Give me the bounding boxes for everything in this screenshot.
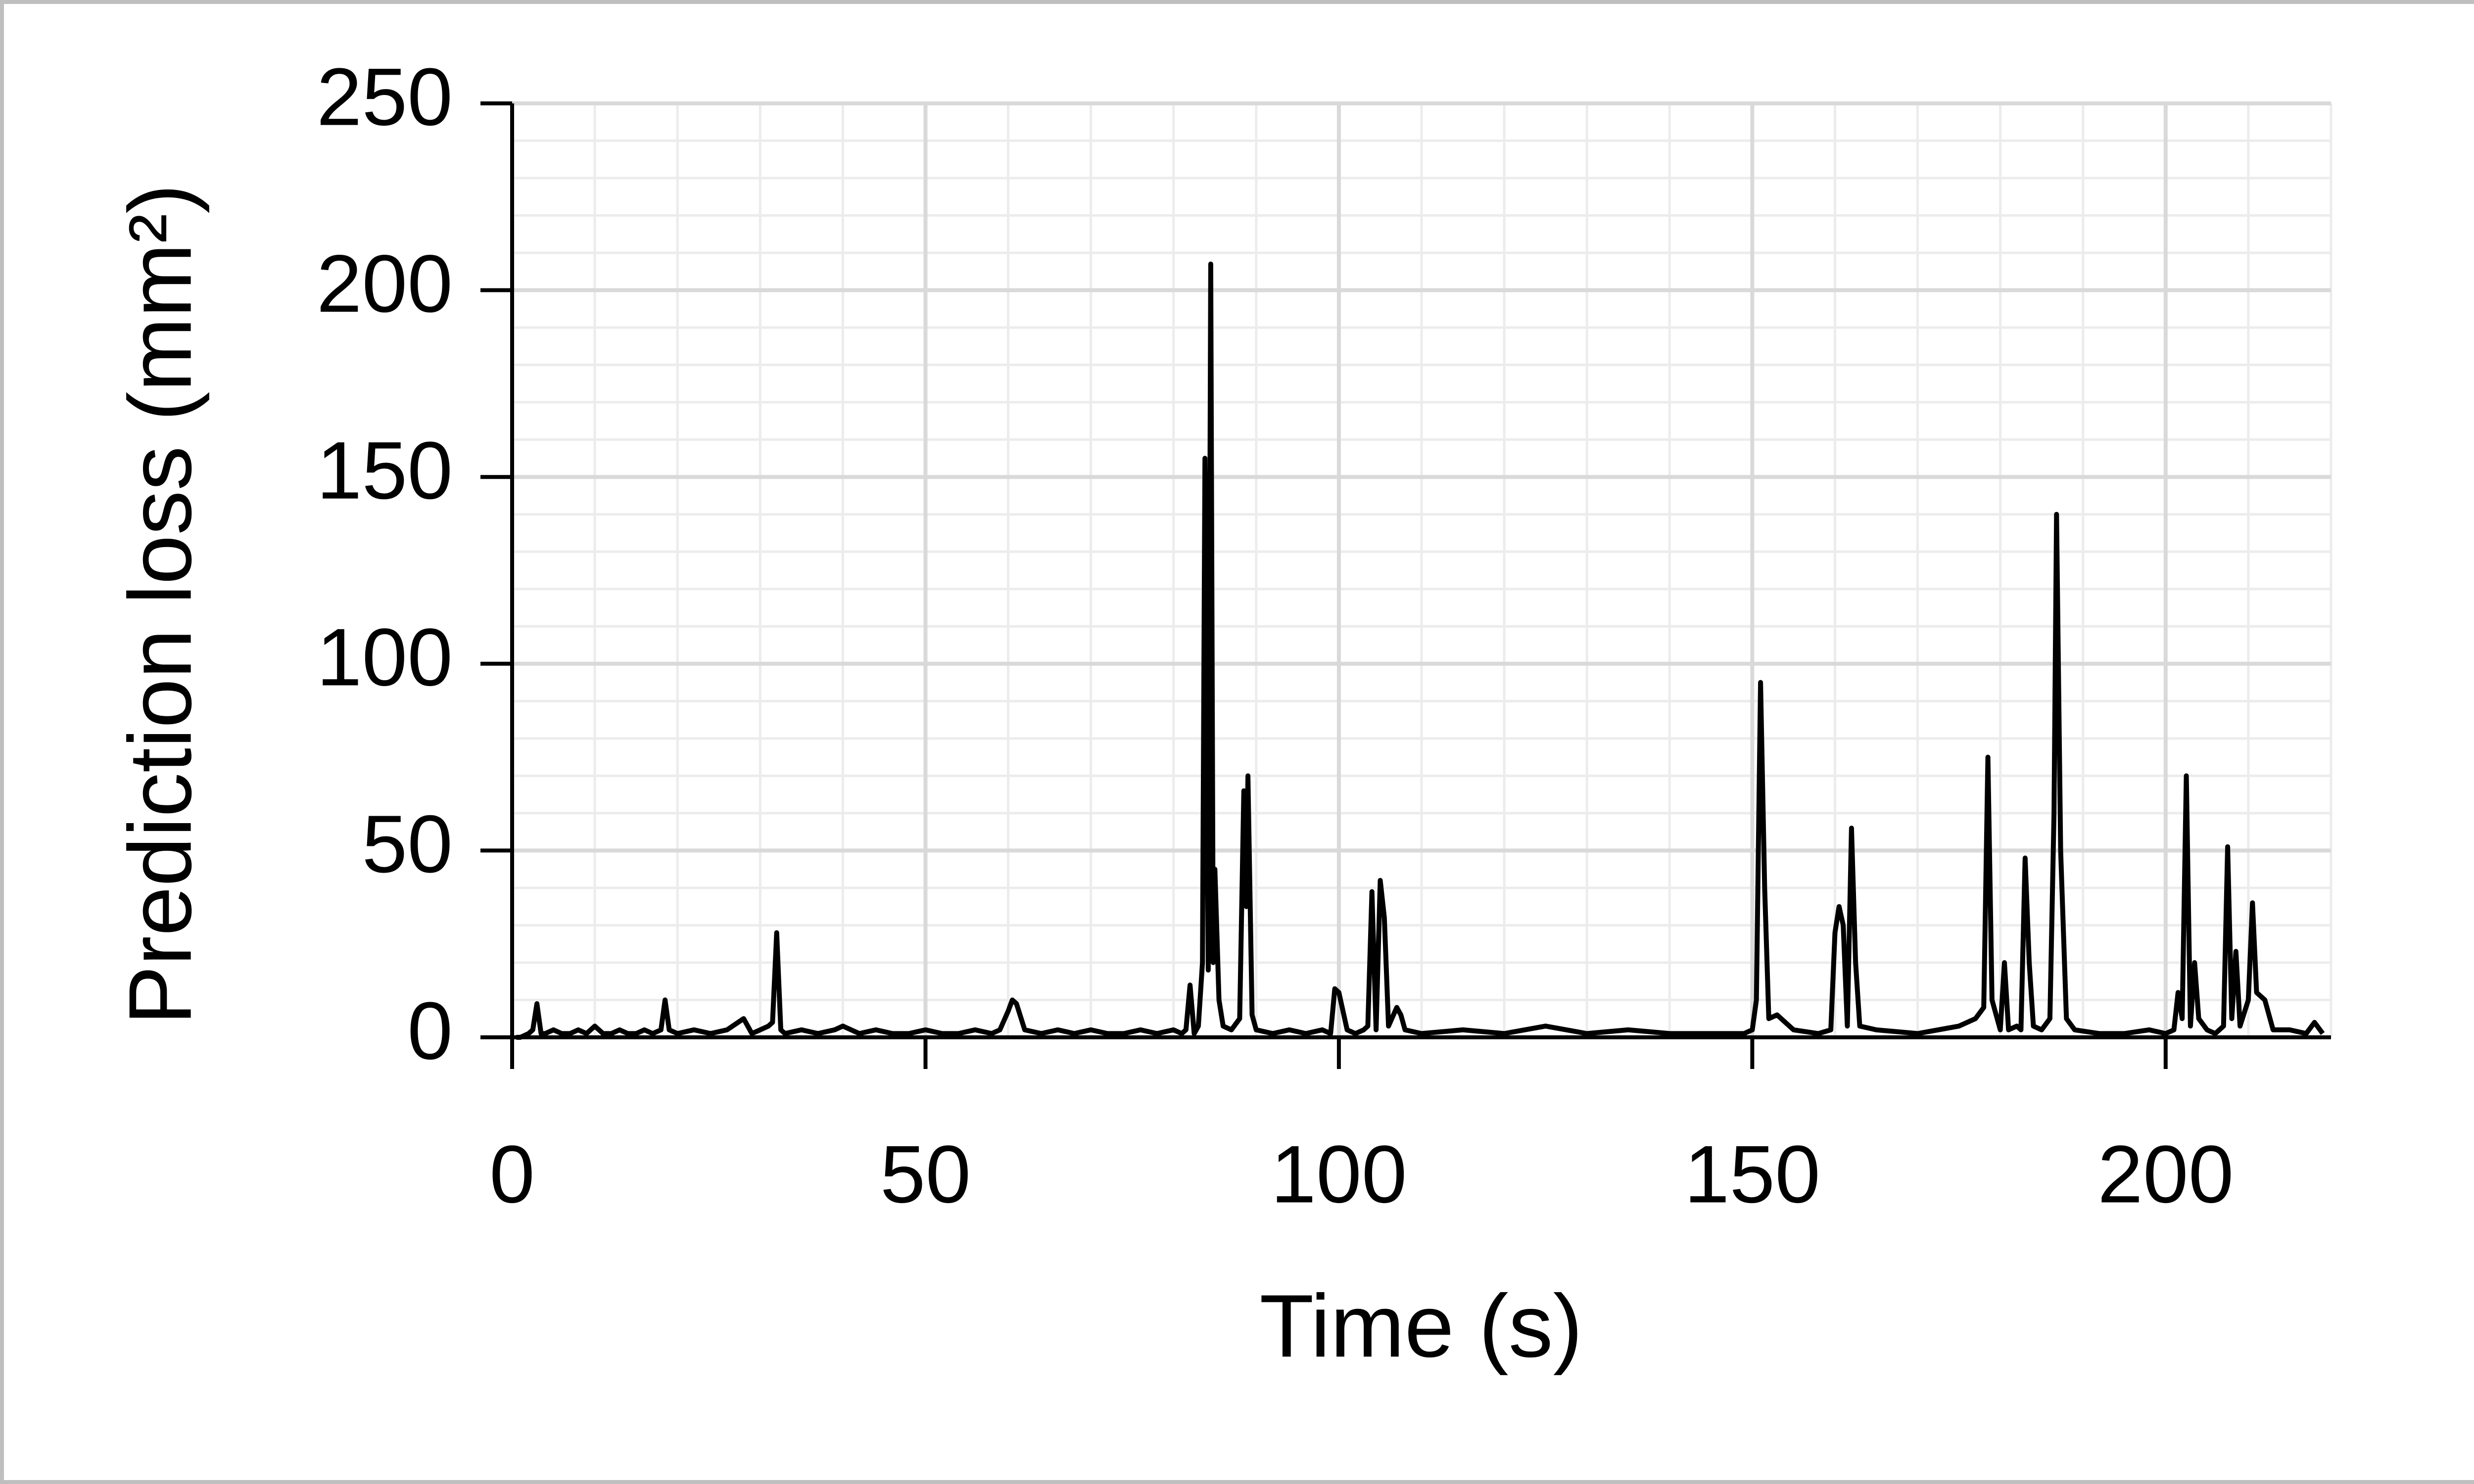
y-tick-label: 0 — [407, 985, 453, 1076]
x-tick-label: 150 — [1684, 1129, 1820, 1220]
x-tick-label: 50 — [880, 1129, 971, 1220]
x-tick-label: 0 — [489, 1129, 535, 1220]
y-tick-label: 200 — [317, 238, 453, 329]
plot — [516, 261, 2325, 1040]
y-tick-label: 50 — [362, 798, 453, 889]
y-tick-label: 250 — [317, 51, 453, 142]
data-line — [516, 261, 2325, 1040]
x-tick-label: 200 — [2097, 1129, 2234, 1220]
axes: 0 50 100 150 200 250 0 50 100 150 200 — [317, 51, 2331, 1220]
y-tick-label: 100 — [317, 611, 453, 702]
y-axis-title: Prediction loss (mm²) — [111, 184, 210, 1025]
y-tick-label: 150 — [317, 425, 453, 516]
x-axis-title: Time (s) — [1259, 1277, 1582, 1376]
x-tick-label: 100 — [1271, 1129, 1407, 1220]
grid — [510, 101, 2332, 1039]
